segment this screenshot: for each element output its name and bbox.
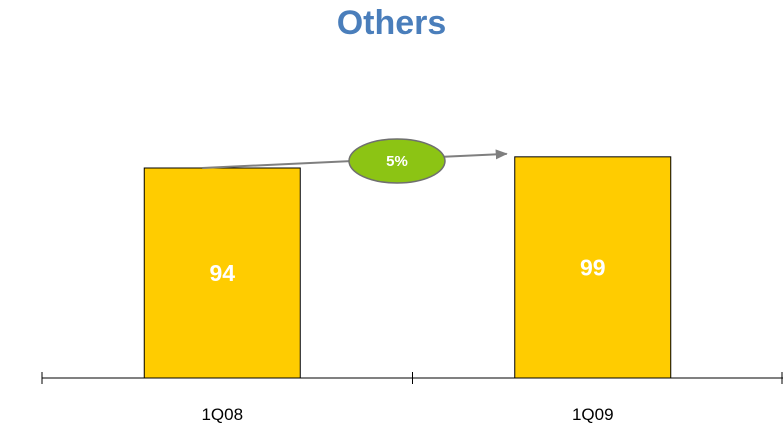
chart-title: Others [336, 4, 447, 42]
bar-1Q08 [143, 167, 301, 379]
growth-annotation: 5% [202, 138, 508, 184]
bar-value-label: 94 [209, 260, 235, 286]
growth-bubble [348, 138, 446, 184]
x-tick-label: 1Q09 [572, 405, 614, 424]
growth-percent-label: 5% [386, 153, 408, 170]
bar-1Q09 [514, 156, 672, 379]
bar-value-label: 99 [580, 254, 606, 280]
x-axis: 1Q08 1Q09 [41, 372, 783, 424]
x-tick-label: 1Q08 [201, 405, 243, 424]
bars-group: 94 99 [143, 156, 672, 379]
